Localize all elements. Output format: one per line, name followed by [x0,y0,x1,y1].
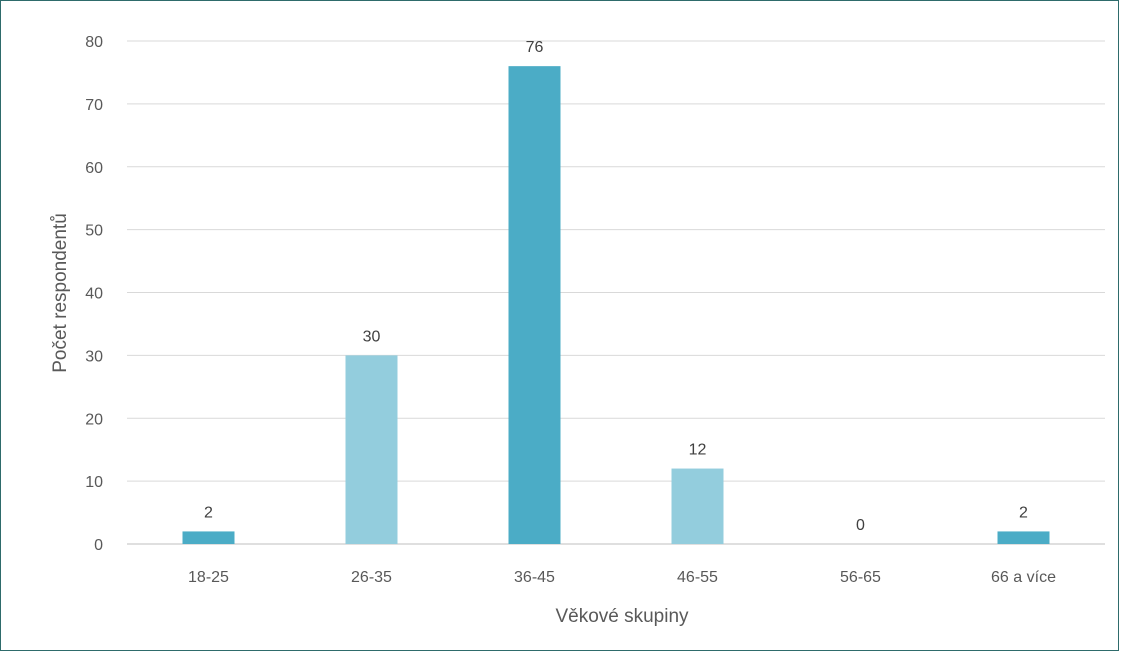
y-tick-label: 50 [85,223,103,240]
bars [182,66,1050,545]
x-tick-label: 36-45 [514,569,555,586]
data-label: 76 [526,39,544,56]
y-tick-label: 20 [85,411,103,428]
data-label: 0 [856,517,865,534]
x-tick-label: 46-55 [677,569,718,586]
x-tick-label: 26-35 [351,569,392,586]
data-label: 2 [1019,504,1028,521]
y-tick-label: 60 [85,160,103,177]
data-label: 2 [204,504,213,521]
bar [997,531,1050,544]
x-tick-label: 18-25 [188,569,229,586]
x-axis-ticks: 18-25 26-35 36-45 46-55 56-65 66 a více [188,569,1056,586]
bar [671,468,724,544]
y-tick-label: 80 [85,34,103,51]
x-tick-label: 66 a více [991,569,1056,586]
y-tick-label: 40 [85,286,103,303]
y-tick-label: 30 [85,348,103,365]
data-label: 12 [689,442,707,459]
bar [345,355,398,544]
y-axis-ticks: 0 10 20 30 40 50 60 70 80 [85,34,103,554]
bar [182,531,235,544]
y-tick-label: 10 [85,474,103,491]
y-axis-title: Počet respondentů [50,213,71,373]
y-tick-label: 70 [85,97,103,114]
y-tick-label: 0 [94,537,103,554]
data-labels: 2 30 76 12 0 2 [204,39,1028,534]
x-tick-label: 56-65 [840,569,881,586]
bar [508,66,561,545]
gridlines [127,40,1105,545]
data-label: 30 [363,328,381,345]
x-axis-title: Věkové skupiny [555,606,689,627]
